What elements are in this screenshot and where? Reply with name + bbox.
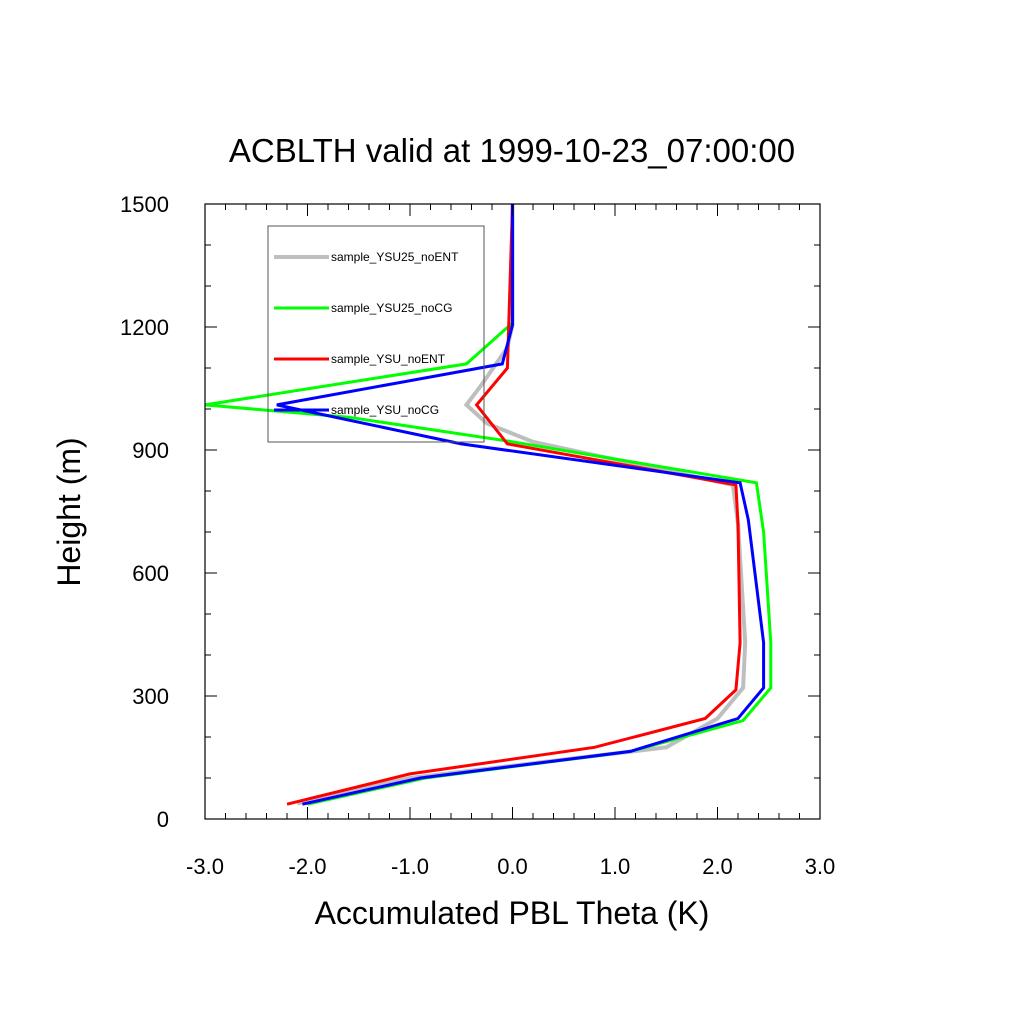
x-tick-label: -2.0 xyxy=(289,854,327,879)
series-line-sample-ysu-nocg xyxy=(276,204,766,806)
ticks-layer: -3.0 -2.0 -1.0 0.0 1.0 2.0 3.0 0 300 600 900 1200 15… xyxy=(120,192,835,879)
y-tick-label: 600 xyxy=(132,561,169,586)
legend: sample_YSU25_noENT sample_YSU25_noCGsampl… xyxy=(267,225,485,443)
legend-label-sample-ysu-nocg: sample_YSU_noCG xyxy=(331,403,439,417)
series-layer xyxy=(204,203,773,806)
series-line-sample-ysu25-nocg xyxy=(204,204,773,806)
y-axis-label: Height (m) xyxy=(51,437,87,586)
legend-label-sample-ysu25-nocg: sample_YSU25_noCG xyxy=(331,301,452,315)
legend-box xyxy=(267,225,485,443)
y-tick-label: 1500 xyxy=(120,192,169,217)
x-tick-label: 0.0 xyxy=(497,854,528,879)
x-tick-label: 3.0 xyxy=(805,854,836,879)
chart-title: ACBLTH valid at 1999-10-23_07:00:00 xyxy=(229,132,795,169)
series-line-sample-ysu-noent xyxy=(286,203,742,806)
series-line-sample-ysu25-noent xyxy=(296,204,748,806)
y-tick-label: 900 xyxy=(132,438,169,463)
x-tick-label: 1.0 xyxy=(600,854,631,879)
x-tick-label: -3.0 xyxy=(186,854,224,879)
legend-label-sample-ysu25-noent: sample_YSU25_noENT xyxy=(331,250,459,264)
x-tick-label: -1.0 xyxy=(391,854,429,879)
y-tick-label: 300 xyxy=(132,684,169,709)
y-tick-label: 0 xyxy=(157,807,169,832)
x-axis-label: Accumulated PBL Theta (K) xyxy=(315,895,710,931)
legend-label-sample-ysu-noent: sample_YSU_noENT xyxy=(331,352,446,366)
y-tick-label: 1200 xyxy=(120,315,169,340)
x-tick-label: 2.0 xyxy=(702,854,733,879)
